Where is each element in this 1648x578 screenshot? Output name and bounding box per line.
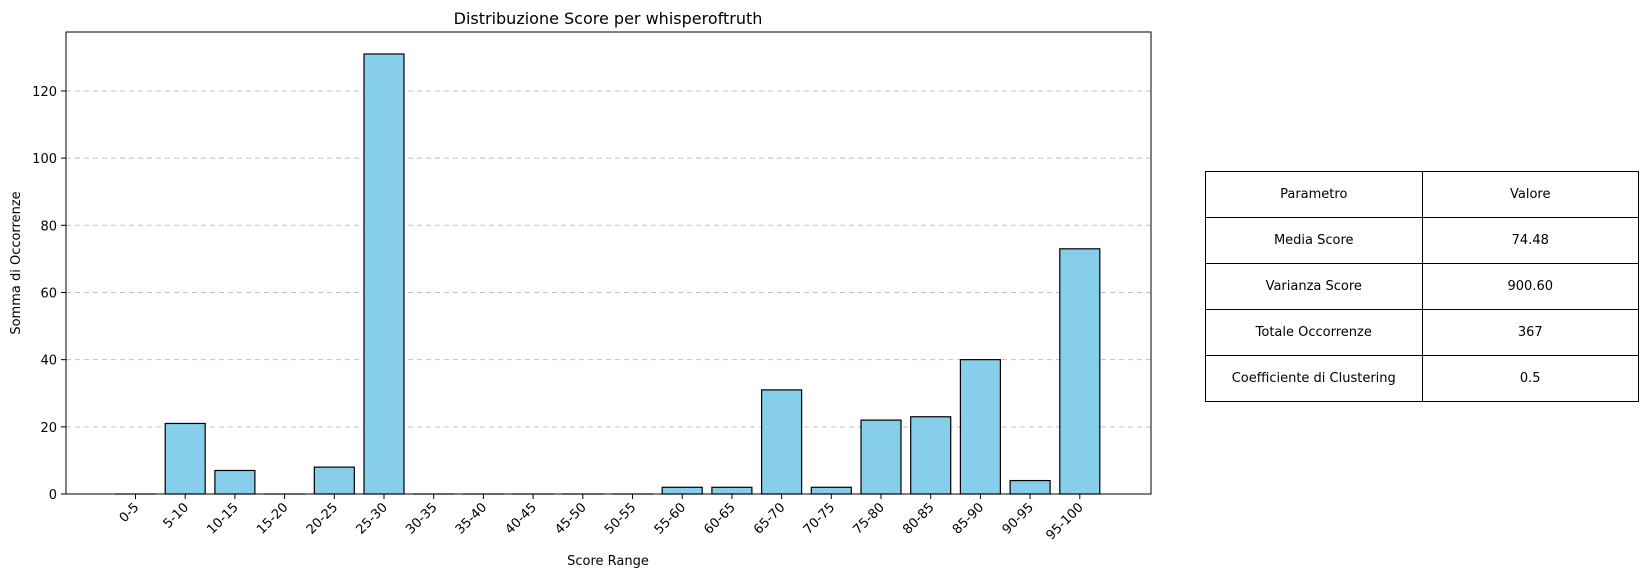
plot-frame	[65, 31, 1152, 495]
table-row: Media Score 74.48	[1205, 217, 1639, 264]
y-tick-label: 60	[40, 286, 57, 301]
x-tick-label: 60-65	[701, 500, 738, 537]
x-tick-label: 85-90	[950, 500, 987, 537]
x-tick-label: 15-20	[254, 500, 291, 537]
table-header-row: Parametro Valore	[1205, 171, 1639, 218]
x-tick-label: 30-35	[403, 500, 440, 537]
bar-55-60	[661, 486, 703, 495]
table-row: Varianza Score 900.60	[1205, 263, 1639, 310]
table-cell-param: Varianza Score	[1205, 263, 1423, 310]
bar-95-100	[1059, 248, 1101, 495]
x-tick-label: 20-25	[304, 500, 341, 537]
bar-85-90	[959, 359, 1002, 495]
x-axis-label: Score Range	[567, 554, 649, 569]
table-cell-value: 367	[1421, 309, 1639, 356]
bar-90-95	[1009, 479, 1051, 495]
bar-10-15	[214, 469, 256, 495]
y-tick-label: 120	[32, 85, 57, 100]
x-tick-label: 40-45	[503, 500, 540, 537]
y-axis-label: Somma di Occorrenze	[9, 191, 24, 334]
x-tick-label: 0-5	[117, 500, 143, 526]
x-tick-label: 65-70	[751, 500, 788, 537]
y-tick-label: 80	[40, 219, 57, 234]
x-tick-label: 90-95	[1000, 500, 1037, 537]
table-cell-param: Coefficiente di Clustering	[1205, 355, 1423, 402]
table-cell-param: Media Score	[1205, 217, 1423, 264]
chart-title: Distribuzione Score per whisperoftruth	[454, 9, 763, 28]
table-header-value: Valore	[1421, 171, 1639, 218]
table-row: Totale Occorrenze 367	[1205, 309, 1639, 356]
x-tick-label: 10-15	[204, 500, 241, 537]
bar-5-10	[164, 422, 206, 495]
y-axis: 0 20 40 60 80 100 120	[32, 85, 66, 503]
x-tick-label: 5-10	[161, 500, 192, 531]
x-tick-label: 55-60	[652, 500, 689, 537]
x-tick-label: 50-55	[602, 500, 639, 537]
y-tick-label: 40	[40, 354, 57, 369]
x-tick-label: 95-100	[1043, 500, 1086, 543]
table-cell-value: 74.48	[1421, 217, 1639, 264]
bar-70-75	[810, 486, 852, 495]
table-cell-param: Totale Occorrenze	[1205, 309, 1423, 356]
x-axis: 0-5 5-10 10-15 15-20 20-25 25-30 30-35 35-40 40-…	[117, 494, 1087, 543]
x-tick-label: 75-80	[851, 500, 888, 537]
x-tick-label: 35-40	[453, 500, 490, 537]
bar-25-30	[363, 53, 405, 495]
bars	[114, 53, 1101, 495]
table-header-param: Parametro	[1205, 171, 1423, 218]
bar-20-25	[313, 466, 355, 495]
bar-65-70	[760, 389, 803, 495]
x-tick-label: 45-50	[552, 500, 589, 537]
table-cell-value: 0.5	[1421, 355, 1639, 402]
table-cell-value: 900.60	[1421, 263, 1639, 310]
x-tick-label: 70-75	[801, 500, 838, 537]
stats-table: Parametro Valore Media Score 74.48 Varia…	[1205, 171, 1639, 402]
x-tick-label: 25-30	[354, 500, 391, 537]
bar-75-80	[860, 419, 902, 495]
bar-60-65	[711, 486, 753, 495]
table-row: Coefficiente di Clustering 0.5	[1205, 355, 1639, 402]
y-tick-label: 0	[49, 488, 57, 503]
bar-80-85	[910, 416, 952, 495]
x-tick-label: 80-85	[900, 500, 937, 537]
y-tick-label: 20	[40, 421, 57, 436]
y-tick-label: 100	[32, 152, 57, 167]
